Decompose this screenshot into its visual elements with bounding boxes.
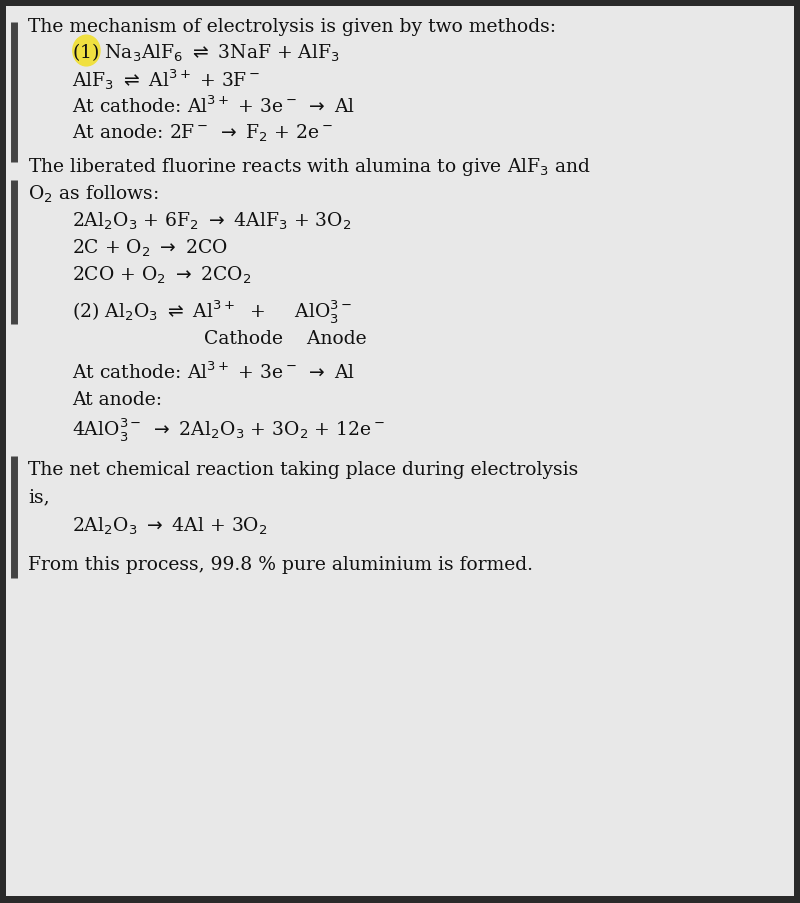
- Text: 2Al$_2$O$_3$ + 6F$_2$ $\rightarrow$ 4AlF$_3$ + 3O$_2$: 2Al$_2$O$_3$ + 6F$_2$ $\rightarrow$ 4AlF…: [72, 210, 351, 232]
- Text: From this process, 99.8 % pure aluminium is formed.: From this process, 99.8 % pure aluminium…: [28, 555, 533, 573]
- Text: The net chemical reaction taking place during electrolysis: The net chemical reaction taking place d…: [28, 461, 578, 479]
- Text: The liberated fluorine reacts with alumina to give AlF$_3$ and: The liberated fluorine reacts with alumi…: [28, 156, 591, 178]
- Text: At cathode: Al$^{3+}$ + 3e$^-$ $\rightarrow$ Al: At cathode: Al$^{3+}$ + 3e$^-$ $\rightar…: [72, 96, 355, 117]
- Text: 2C + O$_2$ $\rightarrow$ 2CO: 2C + O$_2$ $\rightarrow$ 2CO: [72, 237, 228, 259]
- Text: The mechanism of electrolysis is given by two methods:: The mechanism of electrolysis is given b…: [28, 18, 556, 36]
- Text: 2Al$_2$O$_3$ $\rightarrow$ 4Al + 3O$_2$: 2Al$_2$O$_3$ $\rightarrow$ 4Al + 3O$_2$: [72, 515, 268, 536]
- FancyBboxPatch shape: [6, 7, 794, 896]
- Text: (1) Na$_3$AlF$_6$ $\rightleftharpoons$ 3NaF + AlF$_3$: (1) Na$_3$AlF$_6$ $\rightleftharpoons$ 3…: [72, 42, 340, 63]
- Text: 4AlO$_3^{3-}$ $\rightarrow$ 2Al$_2$O$_3$ + 3O$_2$ + 12e$^-$: 4AlO$_3^{3-}$ $\rightarrow$ 2Al$_2$O$_3$…: [72, 415, 385, 442]
- Text: is,: is,: [28, 488, 50, 506]
- Text: (2) Al$_2$O$_3$ $\rightleftharpoons$ Al$^{3+}$  +     AlO$_3^{3-}$: (2) Al$_2$O$_3$ $\rightleftharpoons$ Al$…: [72, 298, 352, 325]
- Text: AlF$_3$ $\rightleftharpoons$ Al$^{3+}$ + 3F$^-$: AlF$_3$ $\rightleftharpoons$ Al$^{3+}$ +…: [72, 67, 260, 92]
- Text: At anode: 2F$^-$ $\rightarrow$ F$_2$ + 2e$^-$: At anode: 2F$^-$ $\rightarrow$ F$_2$ + 2…: [72, 123, 333, 144]
- Text: At anode:: At anode:: [72, 390, 162, 408]
- Circle shape: [73, 36, 100, 67]
- Text: Cathode    Anode: Cathode Anode: [204, 330, 366, 348]
- Text: 2CO + O$_2$ $\rightarrow$ 2CO$_2$: 2CO + O$_2$ $\rightarrow$ 2CO$_2$: [72, 265, 252, 286]
- Text: O$_2$ as follows:: O$_2$ as follows:: [28, 183, 158, 205]
- Text: At cathode: Al$^{3+}$ + 3e$^-$ $\rightarrow$ Al: At cathode: Al$^{3+}$ + 3e$^-$ $\rightar…: [72, 361, 355, 383]
